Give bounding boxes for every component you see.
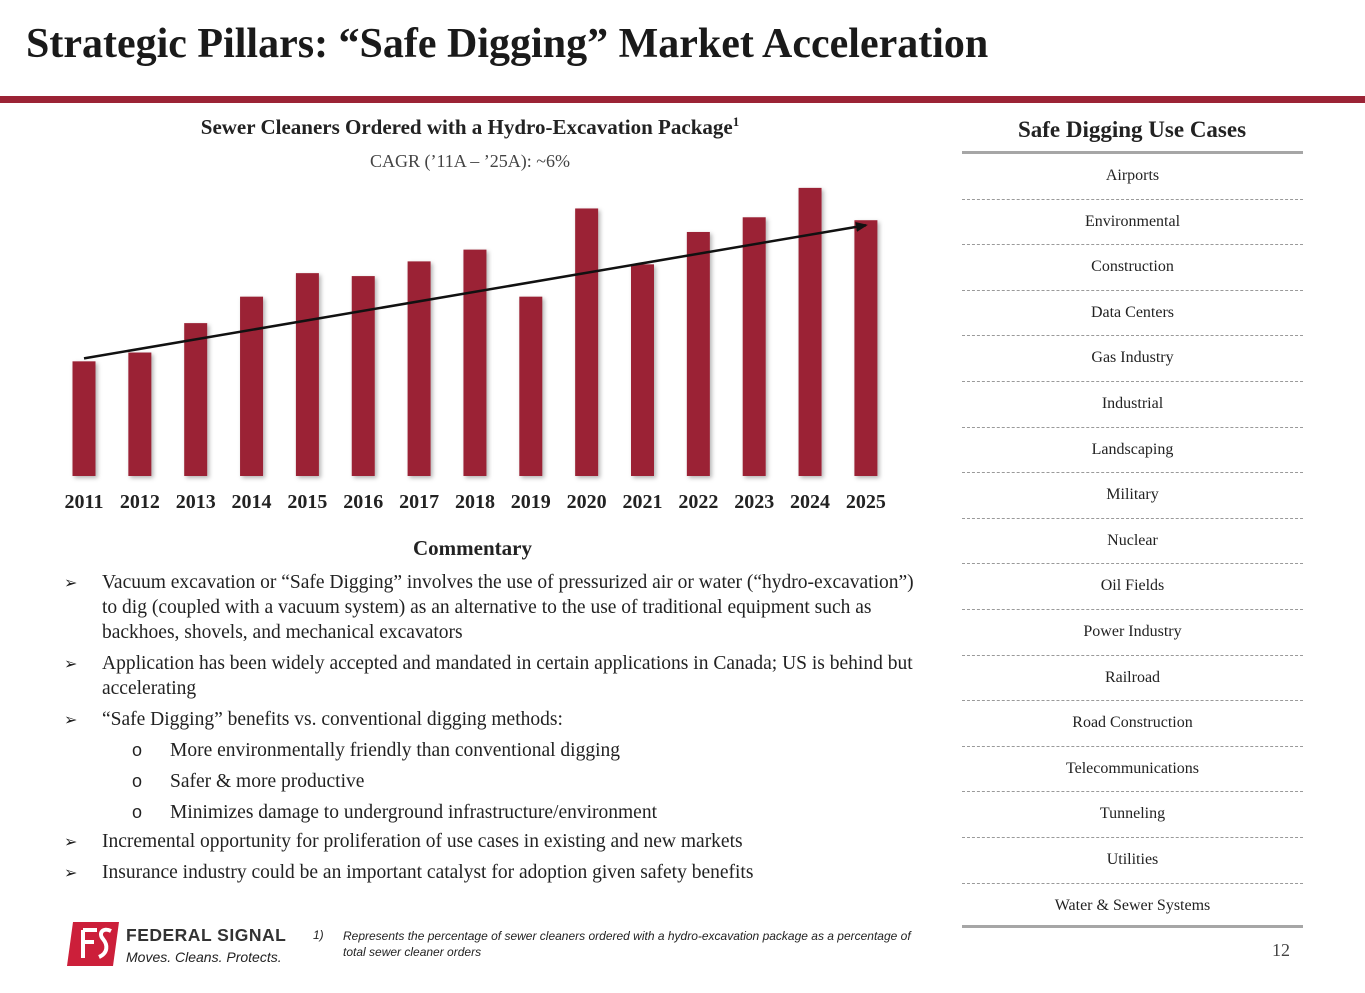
x-tick-label: 2021 [623,491,663,513]
x-tick-label: 2013 [176,491,216,513]
commentary-bullet: “Safe Digging” benefits vs. conventional… [62,707,922,732]
page-title: Strategic Pillars: “Safe Digging” Market… [26,21,989,67]
bar-2021 [631,264,654,476]
use-case-item: Environmental [962,200,1303,246]
use-case-item: Power Industry [962,610,1303,656]
x-tick-label: 2012 [120,491,160,513]
chart-title-footnote-marker: 1 [732,114,740,129]
x-tick-label: 2024 [790,491,830,513]
x-tick-label: 2017 [399,491,439,513]
chart-title: Sewer Cleaners Ordered with a Hydro-Exca… [200,114,740,139]
bar-2023 [742,217,766,476]
page-number: 12 [1272,940,1290,960]
use-case-item: Gas Industry [962,336,1303,382]
use-cases-top-rule [962,151,1303,154]
bar-2024 [798,187,822,476]
use-case-item: Industrial [962,382,1303,428]
use-case-item: Railroad [962,656,1303,702]
x-tick-label: 2014 [232,491,272,513]
use-cases-title: Safe Digging Use Cases [1017,117,1247,142]
use-case-item: Road Construction [962,701,1303,747]
footnote-text: Represents the percentage of sewer clean… [343,929,911,959]
bar-2012 [128,352,152,476]
x-tick-label: 2022 [678,491,718,513]
use-case-item: Telecommunications [962,747,1303,793]
bar-2011 [72,361,96,476]
x-tick-label: 2025 [846,491,886,513]
use-case-item: Nuclear [962,519,1303,565]
commentary-bullet: Vacuum excavation or “Safe Digging” invo… [62,570,922,645]
x-tick-label: 2019 [511,491,551,513]
commentary-bullet: Incremental opportunity for proliferatio… [62,829,922,854]
bar-chart: 2011 2012 2013 2014 2015 2016 2017 2018 2019 2020… [65,187,886,513]
use-case-item: Military [962,473,1303,519]
commentary-bullet: Application has been widely accepted and… [62,651,922,701]
use-case-item: Landscaping [962,428,1303,474]
chart-subtitle: CAGR (’11A – ’25A): ~6% [369,151,571,171]
bar-2019 [519,296,543,476]
x-tick-label: 2011 [65,491,104,513]
use-case-item: Oil Fields [962,564,1303,610]
logo-tagline: Moves. Cleans. Protects. [126,949,282,965]
bar-2014 [240,296,264,476]
use-cases-bottom-rule [962,925,1303,928]
commentary-list: Vacuum excavation or “Safe Digging” invo… [62,570,922,891]
use-case-item: Construction [962,245,1303,291]
bar-2016 [351,276,375,476]
federal-signal-logo-icon [67,922,119,966]
commentary-sub-bullet: Minimizes damage to underground infrastr… [62,800,922,825]
bar-2025 [854,220,878,476]
bar-2013 [184,323,208,476]
use-case-item: Utilities [962,838,1303,884]
x-tick-label: 2018 [455,491,495,513]
x-tick-label: 2015 [287,491,327,513]
bar-2022 [686,231,710,476]
bar-2015 [295,273,319,476]
commentary-sub-bullet: More environmentally friendly than conve… [62,738,922,763]
cagr-trend-arrow [83,221,868,360]
commentary-title: Commentary [413,536,532,560]
use-case-item: Water & Sewer Systems [1054,896,1211,914]
commentary-bullet: Insurance industry could be an important… [62,860,922,885]
federal-signal-logo: FEDERAL SIGNAL Moves. Cleans. Protects. [67,920,297,970]
bar-2017 [407,261,431,476]
use-case-item: Data Centers [962,291,1303,337]
commentary-sub-bullet: Safer & more productive [62,769,922,794]
use-case-item: Tunneling [962,792,1303,838]
bar-2020 [575,208,599,476]
x-tick-label: 2016 [343,491,383,513]
footnote-number: 1) [313,928,324,942]
bar-2018 [463,249,487,476]
x-tick-label: 2020 [567,491,607,513]
logo-wordmark: FEDERAL SIGNAL [126,925,287,945]
x-tick-label: 2023 [734,491,774,513]
use-case-item: Airports [962,154,1303,200]
use-cases-list: Airports Environmental Construction Data… [962,154,1303,928]
title-divider [0,96,1365,103]
